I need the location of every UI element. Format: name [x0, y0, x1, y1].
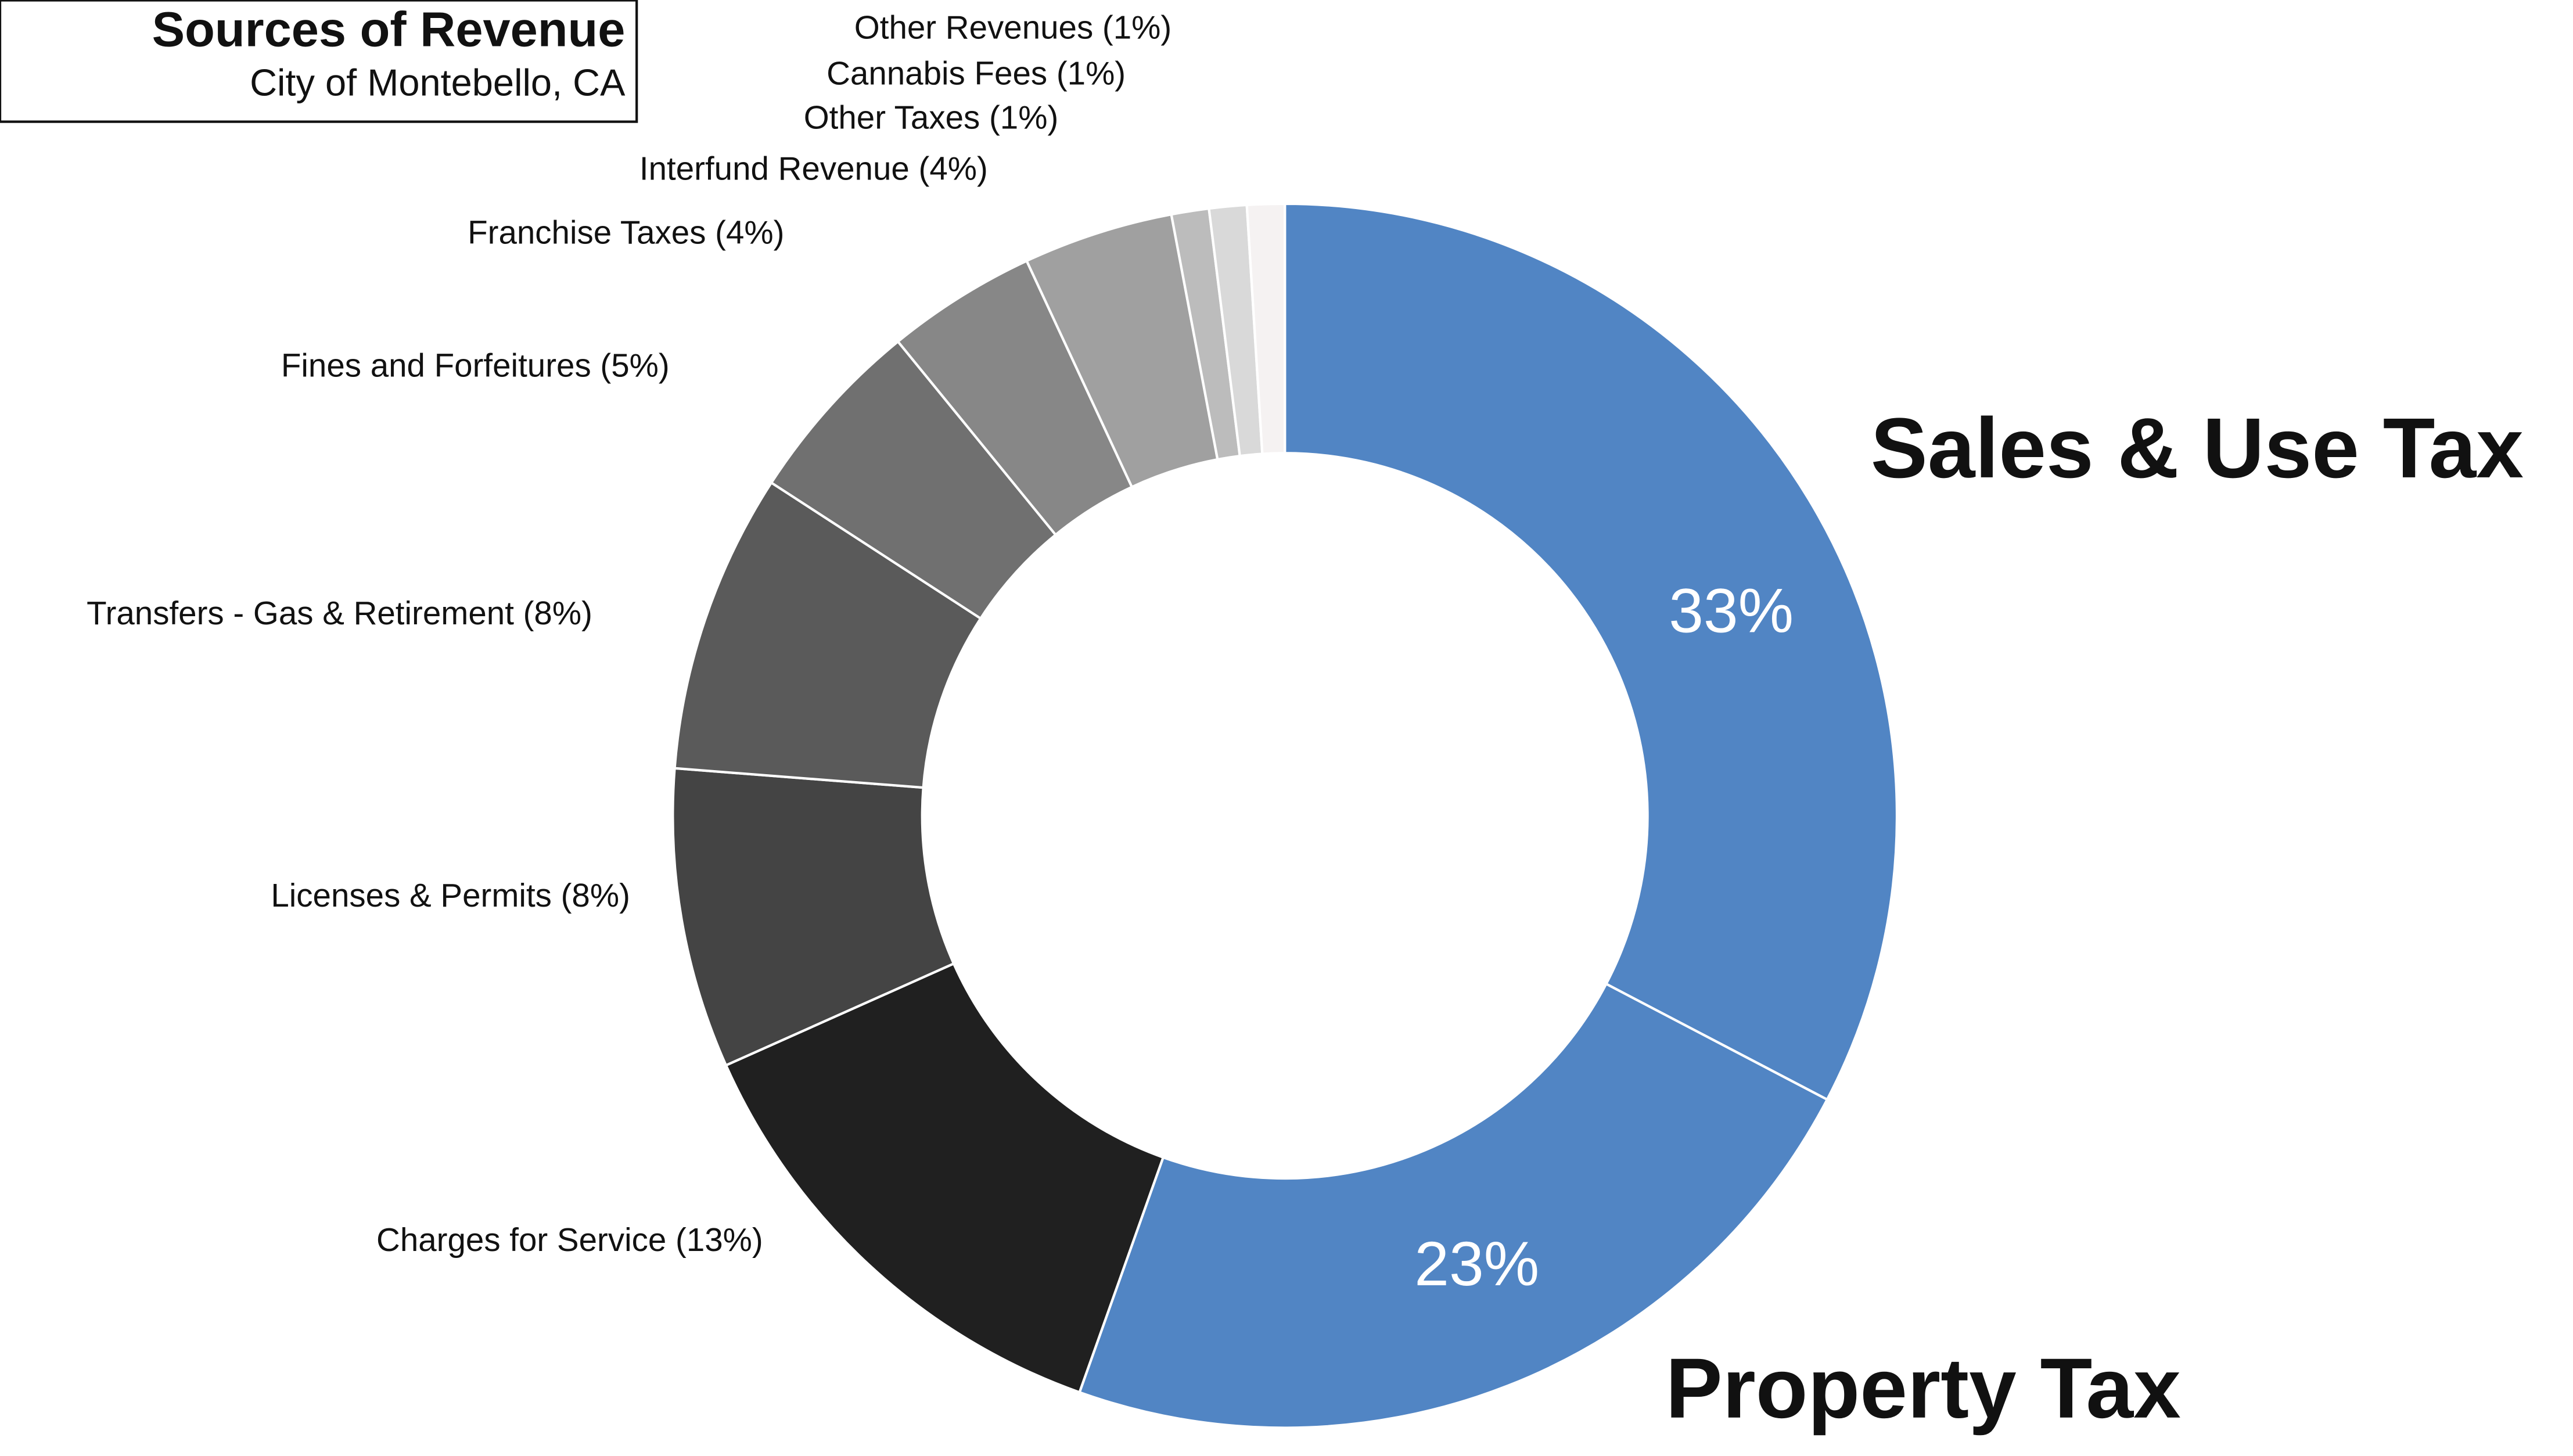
slice-name-label: Other Taxes	[804, 99, 980, 136]
slice-value-label: 23%	[1414, 1229, 1539, 1299]
slice-name-label: Franchise Taxes	[468, 214, 706, 250]
slice-label: Fines and Forfeitures (5%)	[281, 347, 670, 383]
slice-value-label: (4%)	[715, 214, 784, 250]
slice-name-label: Interfund Revenue	[639, 150, 910, 186]
slice-name-label: Cannabis Fees	[826, 55, 1047, 91]
slice-value-label: (1%)	[989, 99, 1058, 136]
slice-label: Transfers - Gas & Retirement (8%)	[87, 595, 592, 631]
slice-label: Interfund Revenue (4%)	[639, 150, 988, 186]
slice-name-label: Licenses & Permits	[271, 877, 552, 914]
slice-label: Franchise Taxes (4%)	[468, 214, 784, 250]
donut-slice	[724, 962, 1165, 1394]
slice-value-label: (8%)	[523, 595, 592, 631]
slice-name-label: Fines and Forfeitures	[281, 347, 591, 383]
slice-label: Other Taxes (1%)	[804, 99, 1059, 136]
slice-value-label: (8%)	[561, 877, 630, 914]
slice-name-label: Property Tax	[1666, 1341, 2181, 1436]
slice-value-label: (5%)	[600, 347, 669, 383]
slice-name-label: Charges for Service	[376, 1221, 666, 1258]
slice-label: Other Revenues (1%)	[854, 9, 1171, 45]
slice-name-label: Sales & Use Tax	[1871, 401, 2524, 496]
donut-slice	[1245, 202, 1286, 455]
slice-name-label: Other Revenues	[854, 9, 1093, 45]
slice-value-label: (4%)	[919, 150, 988, 186]
slice-value-label: (1%)	[1056, 55, 1126, 91]
slice-label: Licenses & Permits (8%)	[271, 877, 630, 914]
donut-slice	[1077, 982, 1829, 1429]
slice-value-label: 33%	[1669, 576, 1794, 645]
chart-subtitle: City of Montebello, CA	[250, 62, 626, 104]
slice-label: Charges for Service (13%)	[376, 1221, 763, 1258]
slice-value-label: (1%)	[1102, 9, 1171, 45]
donut-slice	[673, 481, 983, 789]
title-box	[0, 0, 638, 123]
slice-value-label: (13%)	[675, 1221, 763, 1258]
donut-slice	[1284, 202, 1899, 1102]
slice-name-label: Transfers - Gas & Retirement	[87, 595, 514, 631]
chart-title: Sources of Revenue	[152, 1, 626, 56]
donut-slice	[671, 767, 955, 1067]
slice-label: Cannabis Fees (1%)	[826, 55, 1126, 91]
